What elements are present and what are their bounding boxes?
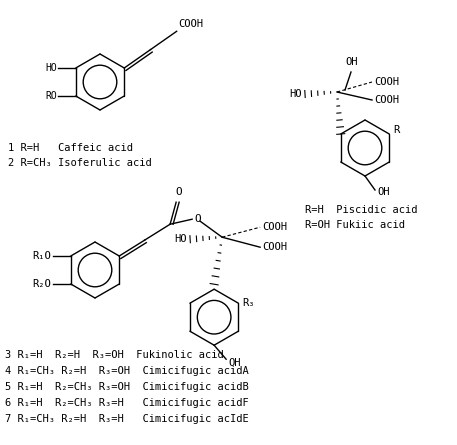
Text: RO: RO [45, 91, 57, 101]
Text: OH: OH [346, 57, 358, 67]
Text: HO: HO [175, 234, 187, 244]
Text: R₃: R₃ [242, 298, 255, 308]
Text: OH: OH [228, 358, 241, 368]
Text: O: O [176, 187, 182, 197]
Text: R₁O: R₁O [32, 251, 51, 261]
Text: O: O [194, 214, 201, 224]
Text: 2 R=CH₃ Isoferulic acid: 2 R=CH₃ Isoferulic acid [8, 158, 152, 168]
Text: R=H  Piscidic acid: R=H Piscidic acid [305, 205, 418, 215]
Text: 4 R₁=CH₃ R₂=H  R₃=OH  Cimicifugic acidA: 4 R₁=CH₃ R₂=H R₃=OH Cimicifugic acidA [5, 366, 249, 376]
Text: COOH: COOH [374, 95, 399, 105]
Text: COOH: COOH [262, 222, 287, 232]
Text: 7 R₁=CH₃ R₂=H  R₃=H   Cimicifugic acIdE: 7 R₁=CH₃ R₂=H R₃=H Cimicifugic acIdE [5, 414, 249, 424]
Text: COOH: COOH [374, 77, 399, 87]
Text: COOH: COOH [262, 242, 287, 252]
Text: 5 R₁=H  R₂=CH₃ R₃=OH  Cimicifugic acidB: 5 R₁=H R₂=CH₃ R₃=OH Cimicifugic acidB [5, 382, 249, 392]
Text: 6 R₁=H  R₂=CH₃ R₃=H   Cimicifugic acidF: 6 R₁=H R₂=CH₃ R₃=H Cimicifugic acidF [5, 398, 249, 408]
Text: HO: HO [289, 89, 302, 99]
Text: R₂O: R₂O [32, 279, 51, 289]
Text: COOH: COOH [179, 19, 204, 29]
Text: 1 R=H   Caffeic acid: 1 R=H Caffeic acid [8, 143, 133, 153]
Text: HO: HO [45, 63, 57, 73]
Text: 3 R₁=H  R₂=H  R₃=OH  Fukinolic acid: 3 R₁=H R₂=H R₃=OH Fukinolic acid [5, 350, 224, 360]
Text: R=OH Fukiic acid: R=OH Fukiic acid [305, 220, 405, 230]
Text: R: R [393, 125, 399, 135]
Text: OH: OH [377, 187, 389, 197]
